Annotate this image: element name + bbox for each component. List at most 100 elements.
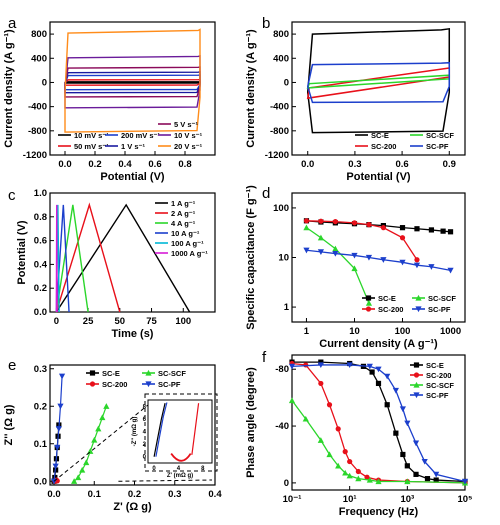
data-point	[318, 359, 324, 365]
series-line	[306, 74, 451, 89]
inset-x-tick-label: 4	[177, 466, 181, 472]
data-point	[346, 362, 353, 369]
legend-label: SC-200	[102, 380, 127, 389]
x-tick-label: 0.8	[178, 159, 191, 170]
x-tick-label: 10³	[400, 494, 414, 505]
y-tick-label: 0.1	[34, 439, 48, 450]
data-point	[332, 245, 339, 252]
data-point	[365, 295, 372, 301]
data-point	[54, 444, 61, 451]
y-tick-label: 400	[273, 53, 289, 64]
legend-label: SC-PF	[426, 391, 449, 400]
data-point	[332, 250, 339, 257]
y-tick-label: -400	[28, 102, 47, 113]
legend: SC-E SC-200 SC-SCF SC-PF	[362, 294, 456, 314]
series-line	[55, 204, 89, 313]
inset-y-tick-label: 2	[143, 442, 147, 448]
x-tick-label: 1	[304, 326, 310, 337]
data-point	[99, 414, 106, 421]
data-point	[302, 415, 309, 422]
series-line	[306, 227, 370, 304]
data-point	[332, 218, 338, 225]
legend-label: 5 V s⁻¹	[174, 120, 198, 129]
legend-label: SC-SCF	[426, 131, 454, 140]
data-point	[384, 373, 391, 380]
y-tick-label: 0.0	[34, 476, 47, 487]
inset-series-line	[153, 403, 166, 457]
legend-label: SC-PF	[426, 142, 449, 151]
data-point	[355, 468, 361, 475]
zoom-guide	[118, 479, 213, 482]
y-axis-label: Current density (A g⁻¹)	[3, 29, 15, 148]
data-point	[366, 476, 373, 483]
x-axis-label: Time (s)	[112, 328, 154, 340]
x-tick-label: 0.0	[47, 489, 60, 500]
data-point	[400, 451, 406, 458]
y-axis-label: Specific capacitance (F g⁻¹)	[245, 185, 257, 330]
y-tick-label: 0.2	[34, 283, 47, 294]
legend-label: 10 V s⁻¹	[174, 131, 203, 140]
x-tick-label: 0	[54, 316, 59, 327]
y-tick-label: 800	[31, 29, 47, 40]
y-tick-label: 0.6	[34, 236, 47, 247]
x-tick-label: 50	[115, 316, 126, 327]
x-tick-label: 0.4	[118, 159, 132, 170]
legend-label: SC-PF	[428, 305, 451, 314]
legend-label: 10 mV s⁻¹	[74, 131, 109, 140]
inset-y-label: -Z'' (mΩ g)	[132, 417, 138, 447]
y-tick-label: 0.2	[34, 401, 47, 412]
data-point	[335, 426, 341, 432]
data-point	[318, 380, 324, 387]
data-point	[335, 462, 342, 469]
legend-label: 2 A g⁻¹	[171, 209, 196, 218]
legend-label: 10 A g⁻¹	[171, 229, 200, 238]
plot-frame	[49, 364, 216, 486]
data-point	[303, 218, 310, 224]
legend-label: SC-SCF	[158, 369, 186, 378]
data-point	[57, 403, 64, 410]
x-tick-label: 1000	[440, 326, 461, 337]
data-point	[399, 406, 406, 413]
inset-x-label: Z' (mΩ g)	[167, 473, 193, 479]
data-point	[393, 430, 399, 436]
data-point	[414, 257, 420, 263]
y-tick-label: 10	[278, 253, 289, 264]
legend: SC-E SC-200 SC-SCF SC-PF	[86, 369, 186, 389]
data-point	[347, 458, 353, 465]
data-point	[413, 471, 419, 477]
legend-label: SC-E	[426, 361, 444, 370]
inset-x-tick-label: 0	[152, 466, 156, 472]
y-tick-label: -1200	[265, 150, 289, 161]
plot-frame	[49, 21, 216, 156]
x-tick-label: 10	[349, 326, 360, 337]
data-point	[342, 469, 349, 476]
data-point	[79, 466, 86, 473]
data-point	[412, 440, 420, 447]
data-point	[58, 373, 66, 380]
legend-label: 100 A g⁻¹	[171, 239, 204, 248]
series-line	[306, 249, 451, 272]
x-axis-label: Z' (Ω g)	[113, 501, 152, 513]
data-point	[52, 463, 59, 470]
legend-label: SC-200	[426, 371, 451, 380]
data-point	[75, 474, 82, 481]
y-tick-label: 0.0	[34, 307, 47, 318]
data-point	[326, 451, 333, 458]
data-point	[303, 247, 310, 254]
data-point	[404, 478, 411, 485]
data-point	[317, 362, 324, 369]
x-tick-label: 0.1	[88, 489, 102, 500]
data-point	[351, 265, 358, 272]
y-tick-label: -40	[275, 421, 289, 432]
legend-label: 1 A g⁻¹	[171, 199, 196, 208]
series-line	[55, 204, 58, 313]
data-point	[440, 228, 446, 234]
panel-e: e 0.0 0.1 0.2 0.3 0.4 0.0 0.1 0.2 0.3 Z' (Ω g) Z'' …	[3, 357, 222, 513]
data-point	[433, 477, 439, 483]
y-tick-label: -80	[275, 364, 289, 375]
panel-letter-d: d	[262, 185, 270, 202]
x-tick-label: 100	[175, 316, 191, 327]
data-point	[384, 402, 390, 408]
data-point	[415, 306, 422, 313]
